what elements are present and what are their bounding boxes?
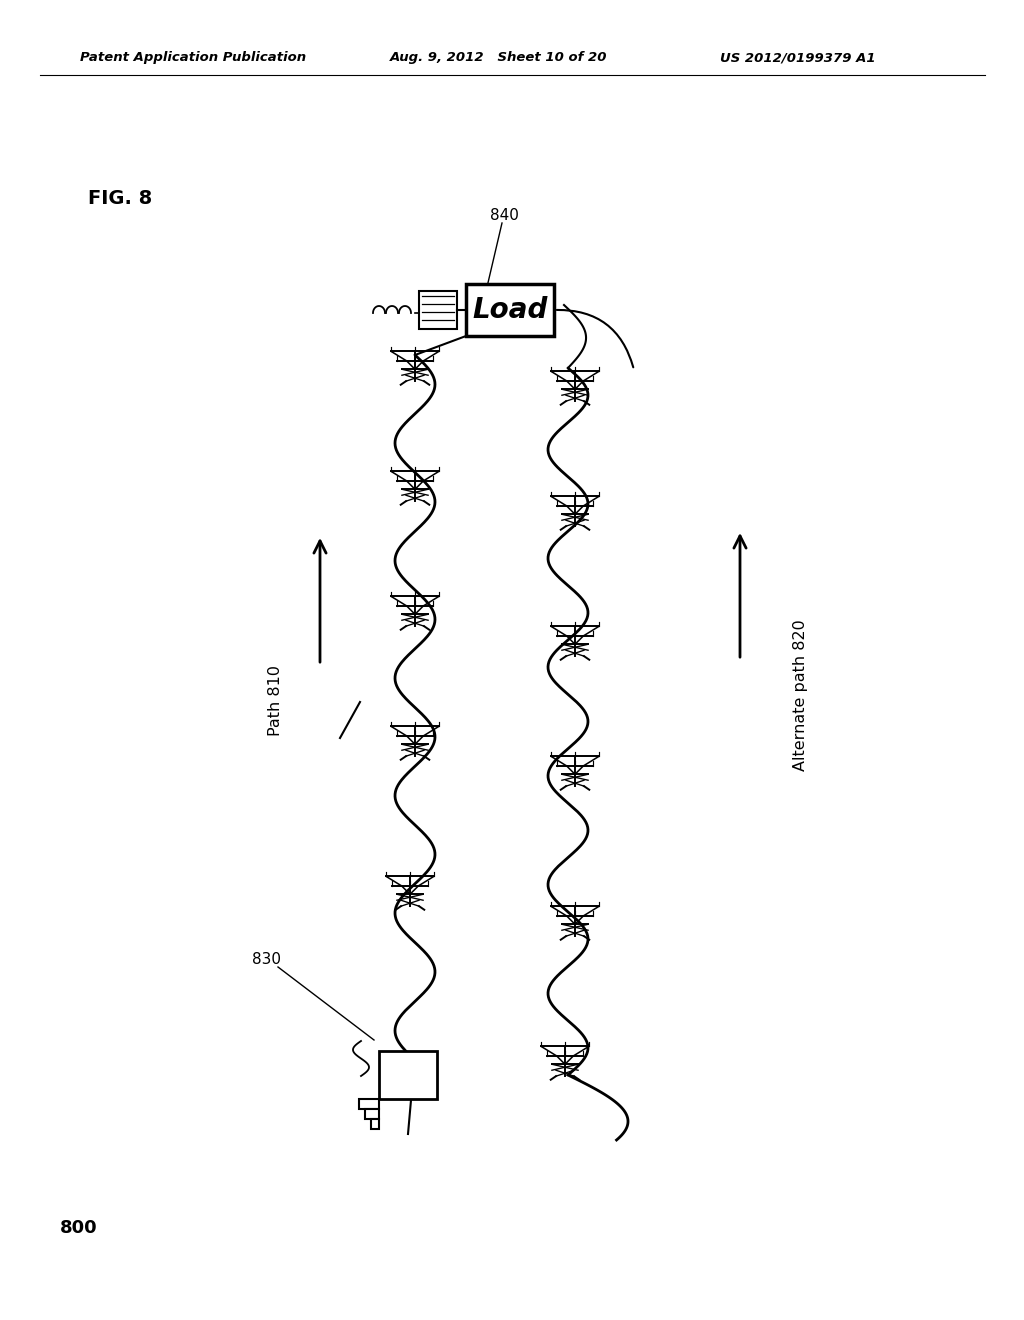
Text: US 2012/0199379 A1: US 2012/0199379 A1 <box>720 51 876 65</box>
Bar <box>365 1109 379 1119</box>
Bar <box>419 290 457 329</box>
Text: 800: 800 <box>60 1218 97 1237</box>
Bar <box>359 1100 379 1109</box>
Text: Patent Application Publication: Patent Application Publication <box>80 51 306 65</box>
Text: 830: 830 <box>252 953 281 968</box>
Text: 840: 840 <box>490 207 519 223</box>
Text: Path 810: Path 810 <box>268 664 284 735</box>
Text: Load: Load <box>472 296 548 323</box>
Bar <box>379 1051 437 1100</box>
Text: FIG. 8: FIG. 8 <box>88 189 153 207</box>
Bar <box>466 284 554 337</box>
Text: Alternate path 820: Alternate path 820 <box>793 619 808 771</box>
Text: Aug. 9, 2012   Sheet 10 of 20: Aug. 9, 2012 Sheet 10 of 20 <box>390 51 607 65</box>
Bar <box>371 1119 379 1129</box>
